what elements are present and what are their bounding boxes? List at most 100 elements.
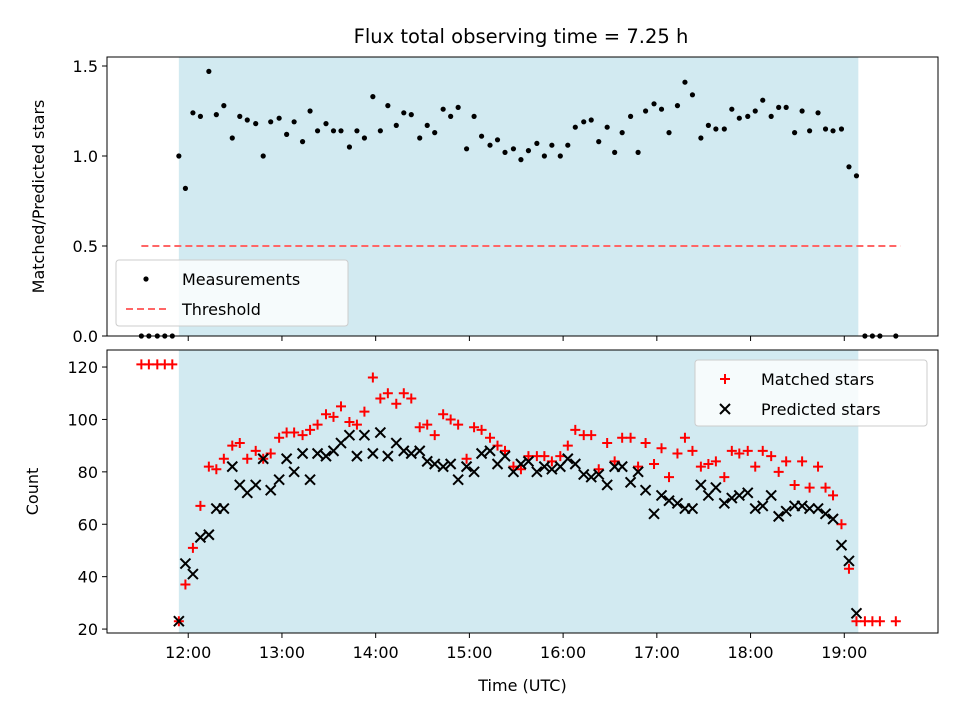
predicted-star-point xyxy=(444,458,457,470)
x-tick-label: 18:00 xyxy=(728,643,774,662)
predicted-star-point xyxy=(765,489,777,502)
measurement-point xyxy=(299,139,306,145)
matched-star-point xyxy=(750,461,761,472)
matched-star-point xyxy=(180,579,191,590)
matched-star-point xyxy=(703,458,714,469)
measurement-point xyxy=(534,140,540,146)
predicted-star-point xyxy=(585,471,597,483)
matched-star-point xyxy=(438,409,449,420)
predicted-star-point xyxy=(772,510,785,523)
predicted-star-point xyxy=(648,508,660,520)
measurement-point xyxy=(330,128,337,134)
matched-star-point xyxy=(586,430,597,441)
matched-star-point xyxy=(523,451,534,462)
matched-star-point xyxy=(335,401,346,412)
matched-star-point xyxy=(851,616,862,627)
matched-star-point xyxy=(422,419,433,430)
x-tick-label: 15:00 xyxy=(446,643,492,662)
measurement-point xyxy=(627,113,634,119)
measurement-point xyxy=(408,112,414,118)
predicted-star-point xyxy=(194,531,207,544)
count-panel: 20 40 60 80 100 120 12:00 13:00 14:00 15:00 16:00 1… xyxy=(23,349,939,695)
measurement-point xyxy=(276,115,282,121)
y-tick-label: 120 xyxy=(67,358,98,377)
legend-label: Measurements xyxy=(182,270,300,289)
series-matched-stars xyxy=(136,359,901,627)
x-tick-label: 16:00 xyxy=(540,643,586,662)
matched-star-point xyxy=(679,432,690,443)
matched-star-point xyxy=(195,500,206,511)
predicted-star-point xyxy=(320,450,332,462)
measurement-point xyxy=(557,153,563,159)
matched-star-point xyxy=(515,464,526,475)
measurement-point xyxy=(314,128,321,134)
matched-star-point xyxy=(227,440,238,451)
matched-star-point xyxy=(625,432,636,443)
legend-marker xyxy=(143,276,149,282)
matched-star-point xyxy=(781,456,792,467)
x-tick-label: 12:00 xyxy=(165,643,211,662)
y-axis-label: Count xyxy=(23,468,42,516)
predicted-star-point xyxy=(452,474,464,486)
predicted-star-point xyxy=(414,445,426,457)
measurement-point xyxy=(635,149,641,155)
measurement-point xyxy=(588,117,594,123)
predicted-star-point xyxy=(257,453,269,465)
y-tick-label: 60 xyxy=(78,515,98,534)
predicted-star-point xyxy=(616,460,628,473)
matched-star-point xyxy=(312,419,323,430)
predicted-star-point xyxy=(733,489,746,502)
matched-star-point xyxy=(469,422,480,433)
matched-star-point xyxy=(453,419,464,430)
measurement-point xyxy=(361,135,368,141)
predicted-star-point xyxy=(499,450,511,462)
predicted-star-point xyxy=(695,479,707,491)
measurement-point xyxy=(229,135,235,141)
measurement-point xyxy=(424,122,430,128)
matched-star-point xyxy=(539,451,550,462)
measurement-point xyxy=(525,148,532,154)
matched-star-point xyxy=(367,372,378,383)
legend-label: Matched stars xyxy=(761,370,874,389)
matched-star-point xyxy=(203,461,214,472)
measurement-point xyxy=(244,117,250,123)
predicted-star-point xyxy=(522,455,535,468)
predicted-star-point xyxy=(827,513,839,525)
y-tick-label: 0.5 xyxy=(73,237,98,256)
predicted-star-point xyxy=(296,447,309,460)
predicted-star-point xyxy=(343,429,356,441)
matched-star-point xyxy=(297,430,308,441)
measurement-point xyxy=(432,130,438,136)
predicted-star-point xyxy=(437,460,449,473)
matched-star-point xyxy=(836,519,847,530)
x-tick-label: 14:00 xyxy=(353,643,399,662)
measurement-point xyxy=(572,124,578,130)
matched-star-point xyxy=(250,445,261,456)
measurement-point xyxy=(658,106,665,112)
measurement-point xyxy=(604,124,610,130)
measurement-point xyxy=(518,157,524,163)
predicted-star-point xyxy=(398,445,410,457)
matched-star-point xyxy=(461,453,472,464)
predicted-star-point xyxy=(203,529,215,541)
measurement-point xyxy=(768,113,774,119)
matched-star-point xyxy=(649,458,660,469)
predicted-star-point xyxy=(624,476,637,489)
predicted-star-point xyxy=(173,615,185,627)
matched-star-point xyxy=(305,424,316,435)
measurement-point xyxy=(666,130,672,136)
measurement-point xyxy=(752,108,758,114)
matched-star-point xyxy=(375,393,386,404)
measurement-point xyxy=(197,113,204,119)
measurement-point xyxy=(346,144,353,150)
legend-box xyxy=(115,259,349,327)
predicted-star-point xyxy=(850,607,863,620)
measurement-point xyxy=(221,103,227,109)
predicted-star-point xyxy=(593,468,605,481)
x-tick-label: 13:00 xyxy=(259,643,305,662)
measurement-point xyxy=(182,185,189,191)
measurement-point xyxy=(284,131,290,137)
measurement-point xyxy=(682,79,688,85)
predicted-star-point xyxy=(226,460,238,473)
measurement-point xyxy=(323,121,329,127)
